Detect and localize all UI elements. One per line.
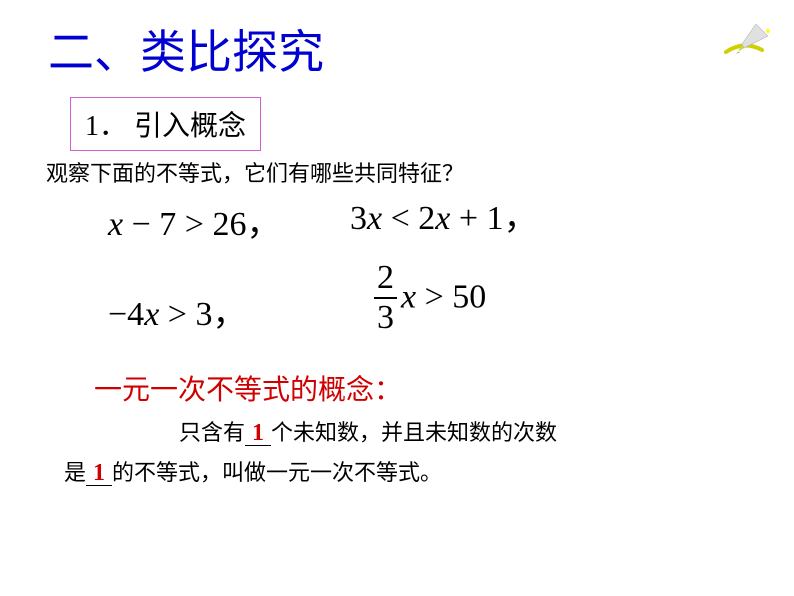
pen-icon xyxy=(724,22,772,60)
fraction: 2 3 xyxy=(374,260,397,335)
blank-1: 1 xyxy=(245,421,271,446)
inequality-3: −4x > 3， xyxy=(108,286,246,335)
question-text: 观察下面的不等式，它们有哪些共同特征？ xyxy=(46,156,464,188)
subtitle-text: 引入概念 xyxy=(134,111,246,142)
inequality-1: x − 7 > 26， xyxy=(108,196,280,245)
subtitle-box: 1． 引入概念 xyxy=(70,97,261,151)
subtitle-number: 1． xyxy=(85,111,127,142)
definition-text: 只含有1个未知数，并且未知数的次数 是1的不等式，叫做一元一次不等式。 xyxy=(64,413,557,492)
blank-2: 1 xyxy=(86,461,112,486)
inequality-2: 3x < 2x + 1， xyxy=(350,190,538,239)
title-text: 二、类比探究 xyxy=(48,27,324,78)
inequality-4: 2 3 x > 50 xyxy=(370,260,486,335)
page-title: 二、类比探究 xyxy=(48,16,324,82)
concept-title: 一元一次不等式的概念： xyxy=(94,368,402,408)
